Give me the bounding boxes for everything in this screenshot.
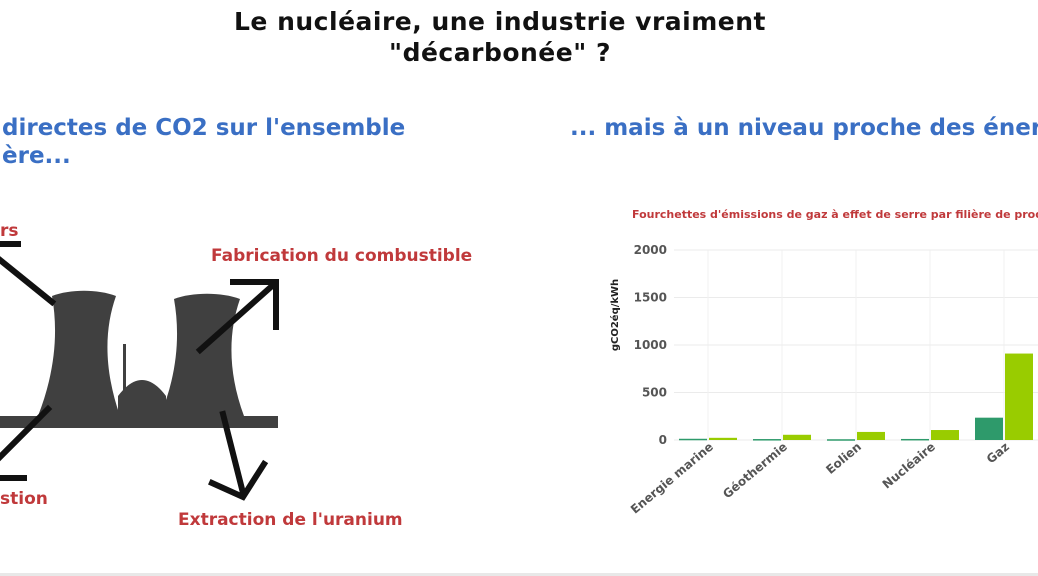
label-top-left: rs [0,221,19,241]
y-axis-label: gCO2éq/kWh [609,279,621,351]
left-heading-line1: directes de CO2 sur l'ensemble [2,115,406,141]
bar-high [931,430,959,440]
bar-low [901,438,929,441]
label-bottom-left: stion [0,489,48,509]
reactor-dome [118,380,166,416]
slide-title-line1: Le nucléaire, une industrie vraiment [234,7,766,36]
y-tick-label: 500 [642,386,667,400]
chart-title: Fourchettes d'émissions de gaz à effet d… [632,208,1038,221]
bar-high [783,434,811,440]
slide-title-line2: "décarbonée" ? [389,38,611,67]
label-extraction: Extraction de l'uranium [178,510,403,530]
x-tick-label: Gaz [984,440,1012,467]
bar-low [753,439,781,441]
cooling-tower-right [160,293,244,416]
x-tick-label: Nucléaire [880,440,938,492]
right-heading: ... mais à un niveau proche des énergi [570,115,1038,141]
y-tick-label: 0 [659,433,667,447]
chimney [123,344,126,416]
y-tick-label: 2000 [634,243,667,257]
label-fabrication: Fabrication du combustible [211,246,473,266]
plant-ground [0,416,278,428]
bar-high [857,431,885,440]
bar-high [709,437,737,440]
slide-title: Le nucléaire, une industrie vraiment "dé… [150,6,850,68]
bar-low [975,417,1003,440]
x-tick-label: Energie marine [628,440,716,517]
arrow-extraction [208,410,269,501]
arrow-fabrication [195,279,279,355]
emissions-bar-chart: 0 500 1000 1500 2000 gCO2éq/kWh Energie marine… [609,243,1038,517]
bar-low [679,438,707,441]
arrow-top-left [0,241,57,307]
left-heading-line2: ère... [2,143,71,169]
nuclear-plant-illustration [0,241,279,501]
lifecycle-arrows [0,241,279,501]
arrow-bottom-left [0,404,53,481]
footer-divider [0,573,1038,576]
plant-silhouette [0,290,278,428]
bar-low [827,439,855,441]
x-tick-label: Eolien [823,440,864,477]
y-tick-label: 1500 [634,291,667,305]
y-tick-label: 1000 [634,338,667,352]
x-tick-label: Géothermie [720,440,790,502]
left-heading: directes de CO2 sur l'ensemble ère... [2,114,405,170]
bar-high [1005,353,1033,440]
cooling-tower-left [38,290,120,416]
